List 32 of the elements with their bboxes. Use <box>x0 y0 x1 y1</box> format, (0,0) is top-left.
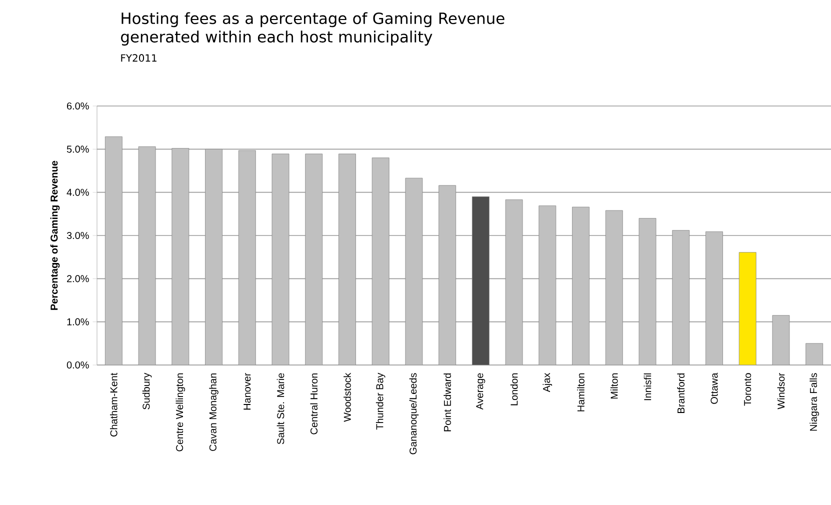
x-tick-label: Brantford <box>677 373 685 413</box>
x-tick-label: Ottawa <box>710 372 718 404</box>
x-tick-label: Centre Wellington <box>176 373 186 452</box>
x-tick-label: Cavan Monaghan <box>209 373 218 451</box>
chart-subtitle: FY2011 <box>121 54 156 62</box>
x-tick-label: Woodstock <box>344 372 351 422</box>
x-tick-label: Innisfil <box>644 373 652 400</box>
x-tick-label: London <box>510 373 518 406</box>
y-tick-label: 4.0% <box>66 188 89 196</box>
x-tick-label: Milton <box>610 373 618 399</box>
x-tick-label: Toronto <box>744 373 752 406</box>
y-tick-label: 6.0% <box>67 102 89 110</box>
chart-title: Hosting fees as a percentage of Gaming Revenue generated within each host municipality <box>121 12 504 46</box>
x-tick-label: Niagara Falls <box>810 373 819 431</box>
x-tick-label: Sault Ste. Marie <box>276 373 284 444</box>
x-tick-label: Sudbury <box>142 372 152 410</box>
x-tick-label: Gananoque/Leeds <box>409 373 419 454</box>
x-tick-label: Thunder Bay <box>376 372 386 430</box>
y-axis-title: Percentage of Gaming Revenue <box>50 160 60 310</box>
y-tick-label: 3.0% <box>66 232 89 240</box>
x-tick-label: Point Edward <box>444 373 451 432</box>
x-tick-label: Central Huron <box>310 373 318 434</box>
x-tick-label: Windsor <box>777 372 785 410</box>
x-tick-label: Ajax <box>542 372 552 392</box>
y-tick-label: 2.0% <box>67 275 89 282</box>
x-tick-label: Average <box>476 373 486 410</box>
y-tick-label: 0.0% <box>66 361 89 369</box>
y-tick-label: 1.0% <box>67 318 89 326</box>
x-tick-label: Chatham-Kent <box>110 372 118 437</box>
y-tick-label: 5.0% <box>66 146 89 153</box>
x-tick-label: Hanover <box>244 372 251 410</box>
x-tick-label: Hamilton <box>577 373 584 412</box>
